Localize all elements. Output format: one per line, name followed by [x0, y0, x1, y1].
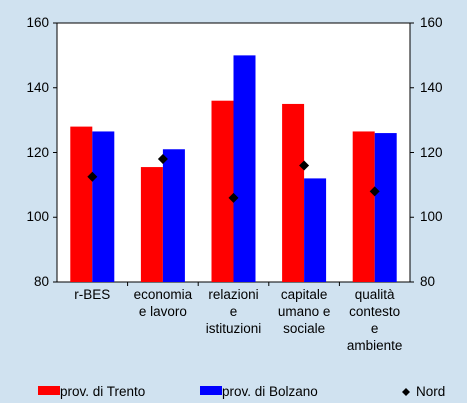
legend-swatch: [200, 386, 222, 395]
y-tick-label: 140: [26, 79, 49, 95]
bar: [282, 103, 305, 282]
x-tick-label: economia e lavoro: [133, 287, 193, 319]
x-tick-label: relazioni e istituzioni: [205, 287, 262, 336]
marker: [157, 153, 168, 164]
legend-label: prov. di Trento: [60, 384, 146, 399]
x-tick-label: qualità contesto e ambiente: [346, 287, 403, 353]
marker: [87, 171, 98, 182]
bar: [304, 178, 327, 282]
bar: [70, 126, 93, 282]
marker: [299, 160, 310, 171]
bar: [374, 133, 397, 282]
bar: [92, 131, 115, 282]
x-tick-label: capitale umano e sociale: [277, 287, 331, 336]
bar: [140, 167, 163, 282]
y-tick-label: 120: [26, 144, 49, 160]
x-tick-label: r-BES: [74, 287, 111, 302]
y2-tick-label: 80: [420, 274, 436, 289]
legend-label: Nord: [416, 384, 446, 399]
bar: [162, 149, 185, 282]
y2-tick-label: 140: [420, 79, 443, 95]
legend-marker: [402, 388, 410, 396]
marker: [369, 186, 380, 197]
legend-swatch: [38, 386, 60, 395]
bar: [211, 100, 234, 282]
y2-tick-label: 100: [420, 209, 443, 225]
bar: [352, 131, 375, 282]
y-tick-label: 100: [26, 209, 49, 225]
legend-label: prov. di Bolzano: [222, 384, 318, 399]
y-tick-label: 160: [26, 15, 49, 30]
y2-tick-label: 120: [420, 144, 443, 160]
marker: [228, 192, 239, 203]
y-tick-label: 80: [33, 274, 49, 289]
y2-tick-label: 160: [420, 15, 443, 30]
bar: [233, 55, 256, 282]
